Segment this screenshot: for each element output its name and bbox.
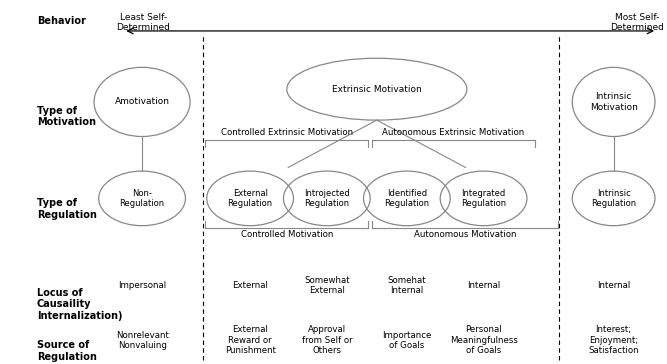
Text: Type of
Regulation: Type of Regulation — [37, 198, 97, 220]
Text: Least Self-
Determined: Least Self- Determined — [117, 13, 170, 32]
Text: Nonrelevant
Nonvaluing: Nonrelevant Nonvaluing — [115, 331, 169, 350]
Text: Intrinsic
Motivation: Intrinsic Motivation — [590, 92, 638, 112]
Text: External: External — [232, 281, 268, 290]
Text: External
Reward or
Punishment: External Reward or Punishment — [225, 325, 275, 355]
Text: Autonomous Extrinsic Motivation: Autonomous Extrinsic Motivation — [382, 128, 525, 137]
Text: Type of
Motivation: Type of Motivation — [37, 106, 95, 127]
Text: Controlled Extrinsic Motivation: Controlled Extrinsic Motivation — [221, 128, 353, 137]
Text: Importance
of Goals: Importance of Goals — [382, 331, 432, 350]
Text: Amotivation: Amotivation — [115, 98, 169, 106]
Text: Source of
Regulation: Source of Regulation — [37, 340, 97, 362]
Text: Interest;
Enjoyment;
Satisfaction: Interest; Enjoyment; Satisfaction — [588, 325, 639, 355]
Text: Approval
from Self or
Others: Approval from Self or Others — [301, 325, 352, 355]
Text: Locus of
Causaility
Internalization): Locus of Causaility Internalization) — [37, 288, 122, 321]
Text: Introjected
Regulation: Introjected Regulation — [304, 189, 350, 208]
Text: Somehat
Internal: Somehat Internal — [388, 276, 426, 296]
Text: Integrated
Regulation: Integrated Regulation — [461, 189, 506, 208]
Text: External
Regulation: External Regulation — [227, 189, 273, 208]
Text: Internal: Internal — [597, 281, 630, 290]
Text: Autonomous Motivation: Autonomous Motivation — [414, 230, 516, 240]
Text: Identified
Regulation: Identified Regulation — [384, 189, 430, 208]
Text: Impersonal: Impersonal — [118, 281, 166, 290]
Text: Internal: Internal — [467, 281, 500, 290]
Text: Extrinsic Motivation: Extrinsic Motivation — [332, 85, 422, 94]
Text: Controlled Motivation: Controlled Motivation — [241, 230, 333, 240]
Text: Personal
Meaningfulness
of Goals: Personal Meaningfulness of Goals — [450, 325, 518, 355]
Text: Somewhat
External: Somewhat External — [304, 276, 350, 296]
Text: Non-
Regulation: Non- Regulation — [119, 189, 165, 208]
Text: Most Self-
Determined: Most Self- Determined — [610, 13, 664, 32]
Text: Behavior: Behavior — [37, 16, 85, 26]
Text: Intrinsic
Regulation: Intrinsic Regulation — [591, 189, 636, 208]
